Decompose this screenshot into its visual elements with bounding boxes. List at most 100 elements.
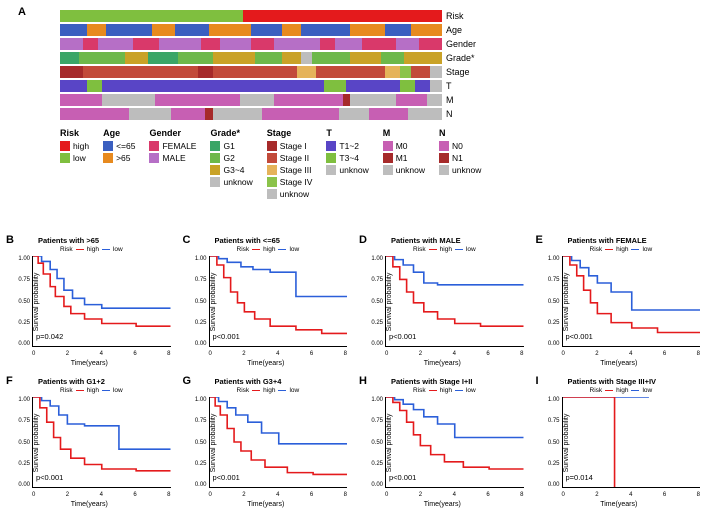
- legend-swatch: [326, 165, 336, 175]
- legend-label: G3~4: [223, 165, 244, 175]
- legend-risk-label: Risk: [237, 246, 250, 253]
- km-legend: Riskhighlow: [60, 387, 123, 394]
- panel-label: D: [359, 234, 367, 246]
- legend-swatch: [149, 153, 159, 163]
- legend-risk-label: Risk: [590, 246, 603, 253]
- legend-swatch: [60, 141, 70, 151]
- km-curve-high: [33, 256, 171, 326]
- legend-high: high: [616, 387, 628, 394]
- x-axis-label: Time(years): [424, 501, 461, 508]
- y-axis-label: Survival probability: [209, 272, 216, 331]
- legend-dash-high: [429, 249, 437, 251]
- legend-swatch: [439, 165, 449, 175]
- panel-label: B: [6, 234, 14, 246]
- legend-item: T3~4: [326, 153, 368, 163]
- km-grid: BPatients with >65Riskhighlow1.000.750.5…: [4, 234, 704, 510]
- km-title: Patients with >65: [38, 236, 99, 245]
- legend-dash-low: [102, 249, 110, 251]
- legend-swatch: [210, 165, 220, 175]
- legend-swatch: [210, 177, 220, 187]
- legend-swatch: [149, 141, 159, 151]
- legend-dash-low: [278, 390, 286, 392]
- legend-label: unknow: [339, 165, 368, 175]
- legend-swatch: [267, 141, 277, 151]
- legend-item: unknow: [383, 165, 425, 175]
- panel-a-label: A: [18, 6, 26, 18]
- legend-item: >65: [103, 153, 135, 163]
- legend-label: N1: [452, 153, 463, 163]
- km-curve-high: [210, 256, 348, 333]
- y-ticks: 1.000.750.500.250.00: [195, 256, 207, 347]
- legend-title: Gender: [149, 128, 196, 138]
- legend-high: high: [616, 246, 628, 253]
- track-label: M: [446, 94, 476, 106]
- legend-dash-high: [252, 249, 260, 251]
- legend-label: unknow: [452, 165, 481, 175]
- legend-swatch: [383, 153, 393, 163]
- heatmap-track-grade: [60, 52, 442, 64]
- panel-label: G: [183, 375, 192, 387]
- legend-title: Risk: [60, 128, 89, 138]
- legend-label: FEMALE: [162, 141, 196, 151]
- x-ticks: 02468: [385, 351, 524, 357]
- km-legend: Riskhighlow: [590, 387, 653, 394]
- legend-swatch: [210, 141, 220, 151]
- legend-risk-label: Risk: [413, 246, 426, 253]
- panel-label: I: [536, 375, 539, 387]
- legend-dash-high: [605, 390, 613, 392]
- legend-item: low: [60, 153, 89, 163]
- legend-swatch: [210, 153, 220, 163]
- p-value: p<0.001: [389, 473, 416, 482]
- track-label: Risk: [446, 10, 476, 22]
- x-ticks: 02468: [562, 492, 701, 498]
- p-value: p<0.001: [566, 332, 593, 341]
- legend-swatch: [439, 153, 449, 163]
- legend-item: T1~2: [326, 141, 368, 151]
- km-title: Patients with MALE: [391, 236, 461, 245]
- km-legend: Risk high low: [590, 246, 653, 253]
- legend-swatch: [439, 141, 449, 151]
- x-axis-label: Time(years): [600, 360, 637, 367]
- km-curve-low: [210, 397, 348, 444]
- x-axis-label: Time(years): [247, 501, 284, 508]
- y-axis-label: Survival probability: [562, 272, 569, 331]
- legend-risk-label: Risk: [60, 387, 73, 394]
- legend-low: low: [642, 387, 652, 394]
- track-label: Age: [446, 24, 476, 36]
- legend-label: low: [73, 153, 86, 163]
- legend-swatch: [326, 141, 336, 151]
- legend-title: Stage: [267, 128, 313, 138]
- legend-item: M0: [383, 141, 425, 151]
- x-ticks: 02468: [32, 492, 171, 498]
- y-axis-label: Survival probability: [33, 413, 40, 472]
- legend-item: Stage IV: [267, 177, 313, 187]
- legend-label: MALE: [162, 153, 185, 163]
- legend-high: high: [87, 246, 99, 253]
- heatmap-track-risk: [60, 10, 442, 22]
- legend-item: Stage III: [267, 165, 313, 175]
- x-ticks: 02468: [385, 492, 524, 498]
- legend-label: unknow: [223, 177, 252, 187]
- track-label: N: [446, 108, 476, 120]
- legend-column: Grade*G1G2G3~4unknow: [210, 128, 252, 201]
- legend-label: T1~2: [339, 141, 359, 151]
- x-axis-label: Time(years): [71, 360, 108, 367]
- km-panel-h: HPatients with Stage I+IIRiskhighlow1.00…: [357, 375, 528, 510]
- x-axis-label: Time(years): [247, 360, 284, 367]
- legend-item: G3~4: [210, 165, 252, 175]
- panel-label: E: [536, 234, 543, 246]
- legend-label: G1: [223, 141, 234, 151]
- legend-title: M: [383, 128, 425, 138]
- heatmap-track-stage: [60, 66, 442, 78]
- km-title: Patients with Stage III+IV: [568, 377, 657, 386]
- track-label: T: [446, 80, 476, 92]
- legend-item: Stage I: [267, 141, 313, 151]
- legend-risk-label: Risk: [60, 246, 73, 253]
- legend-low: low: [642, 246, 652, 253]
- y-ticks: 1.000.750.500.250.00: [18, 397, 30, 488]
- x-axis-label: Time(years): [600, 501, 637, 508]
- km-legend: Riskhighlow: [237, 387, 300, 394]
- legend-swatch: [267, 189, 277, 199]
- panel-label: C: [183, 234, 191, 246]
- legend-high: high: [87, 387, 99, 394]
